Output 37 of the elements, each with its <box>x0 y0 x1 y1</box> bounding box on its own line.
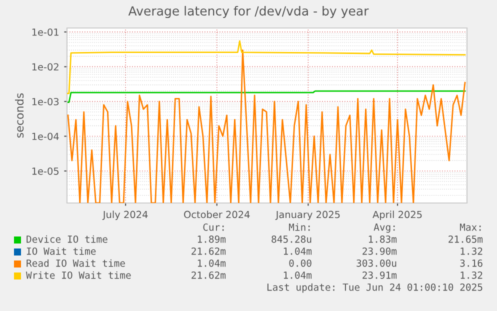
text: Avg: <box>374 224 395 233</box>
text: 1.04m <box>198 259 226 267</box>
y-tick-label: 1e-02 <box>32 63 58 71</box>
text: 303.00u <box>356 259 396 267</box>
text: 23.91m <box>362 271 397 279</box>
x-tick-label: July 2024 <box>102 210 148 220</box>
x-tick-label: January 2025 <box>275 210 340 220</box>
x-tick-label: April 2025 <box>372 210 422 220</box>
text: Min: <box>288 223 310 231</box>
text: 21.65m <box>448 235 483 243</box>
text: 1.32 <box>460 247 482 255</box>
text: Last update: Tue Jun 24 01:00:10 2025 <box>267 283 482 293</box>
y-axis-title: seconds <box>15 93 24 138</box>
legend-label: Device IO time <box>26 235 108 243</box>
legend-label: Read IO Wait time <box>26 259 125 267</box>
text: 21.62m <box>192 247 226 255</box>
y-tick-label: 1e-01 <box>32 28 58 36</box>
x-tick-label: October 2024 <box>184 210 250 218</box>
text: 845.28u <box>272 235 312 243</box>
text: 21.62m <box>192 271 226 279</box>
text: 1.32 <box>460 271 482 279</box>
text: 0.00 <box>289 259 312 267</box>
text: Max: <box>460 224 481 231</box>
text: Cur: <box>203 223 224 231</box>
text: 1.89m <box>198 235 226 243</box>
text: 1.83m <box>368 235 397 243</box>
text: 3.16 <box>460 259 482 267</box>
text: 1.04m <box>284 271 312 279</box>
chart-title: Average latency for /dev/vda - by year <box>128 6 369 18</box>
y-tick-label: 1e-04 <box>32 132 59 140</box>
legend-label: IO Wait time <box>26 247 96 255</box>
text: 23.90m <box>362 247 397 255</box>
y-tick-label: 1e-03 <box>32 98 59 106</box>
text: 1.04m <box>284 247 312 255</box>
y-tick-label: 1e-05 <box>32 167 59 175</box>
legend-label: Write IO Wait time <box>26 271 131 279</box>
line-series <box>67 40 466 94</box>
